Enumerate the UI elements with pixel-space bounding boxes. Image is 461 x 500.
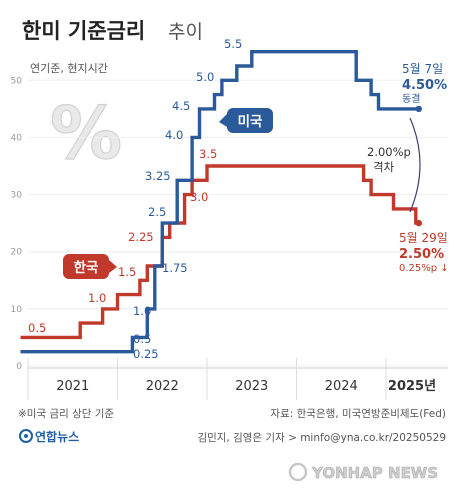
x-tick-label: 2022 (146, 379, 179, 394)
us-label-2.5: 2.5 (148, 205, 166, 219)
y-tick-label: 20 (11, 248, 23, 258)
kr-label-2.25: 2.25 (128, 230, 154, 244)
chart-subtitle: 연기준, 현지시간 (30, 62, 108, 75)
kr-label-3.0: 3.0 (190, 190, 208, 204)
y-axis: 0 10 20 30 40 50 (11, 76, 23, 372)
us-latest-rate: 4.50% (402, 78, 447, 93)
kr-label-1.5: 1.5 (118, 265, 136, 279)
x-tick-label: 2025년 (388, 379, 436, 394)
us-latest-note: 동결 (402, 93, 420, 105)
us-label-4.5: 4.5 (172, 99, 190, 113)
gap-bracket (409, 117, 421, 213)
us-label-4.0: 4.0 (165, 128, 183, 142)
footnote: ※미국 금리 상단 기준 (18, 408, 114, 420)
us-label-1.75: 1.75 (162, 261, 188, 275)
us-label-5.0: 5.0 (196, 70, 214, 84)
x-tick-label: 2021 (56, 379, 89, 394)
kr-label-1.0: 1.0 (88, 291, 106, 305)
kr-step-labels: 0.5 1.0 1.5 2.25 3.0 3.5 (28, 147, 217, 335)
kr-label-3.5: 3.5 (199, 147, 217, 161)
x-axis: 2021 2022 2023 2024 2025년 (27, 358, 448, 400)
gap-label: 격차 (373, 160, 395, 174)
x-tick-label: 2023 (235, 379, 268, 394)
yonhap-news-watermark-icon: YONHAP NEWS (288, 462, 438, 482)
us-latest-date: 5월 7일 (402, 62, 443, 76)
chart-title: 한미 기준금리 (22, 19, 145, 43)
y-tick-label: 10 (11, 305, 23, 315)
svg-text:연합뉴스: 연합뉴스 (35, 429, 79, 444)
kr-label-0.5: 0.5 (28, 321, 46, 335)
us-label-0.25: 0.25 (133, 347, 159, 361)
us-label-1.0: 1.0 (133, 304, 151, 318)
us-step-labels: 0.25 0.5 1.0 1.75 2.5 3.25 4.0 4.5 5.0 5… (133, 37, 242, 361)
yonhap-logo-icon: 연합뉴스 (19, 429, 79, 444)
series-line-us (20, 50, 419, 354)
y-tick-label: 40 (11, 133, 23, 143)
kr-latest-rate: 2.50% (399, 247, 444, 262)
kr-latest-note: 0.25%p ↓ (399, 263, 449, 274)
y-tick-label: 30 (11, 191, 23, 201)
tag-us: 미국 (219, 108, 273, 133)
kr-latest-date: 5월 29일 (399, 231, 448, 245)
tag-kr: 한국 (63, 254, 117, 279)
gap-value: 2.00%p (367, 145, 411, 159)
svg-text:한국: 한국 (74, 260, 99, 276)
percent-watermark-icon: % (50, 91, 122, 175)
us-label-5.5: 5.5 (224, 37, 242, 51)
credit: 김민지, 김영은 기자 > minfo@yna.co.kr/20250529 (197, 432, 446, 444)
chart-title-sub: 추이 (168, 21, 203, 43)
x-tick-label: 2024 (325, 379, 358, 394)
y-tick-label: 50 (11, 76, 23, 86)
series-end-point-us (415, 105, 422, 113)
series-end-point-kr (415, 219, 422, 227)
us-label-3.25: 3.25 (145, 169, 171, 183)
source: 자료: 한국은행, 미국연방준비제도(Fed) (270, 408, 446, 420)
y-tick-label: 0 (16, 362, 22, 372)
svg-text:미국: 미국 (238, 114, 263, 130)
us-label-0.5: 0.5 (133, 332, 151, 346)
svg-text:YONHAP NEWS: YONHAP NEWS (311, 464, 438, 482)
